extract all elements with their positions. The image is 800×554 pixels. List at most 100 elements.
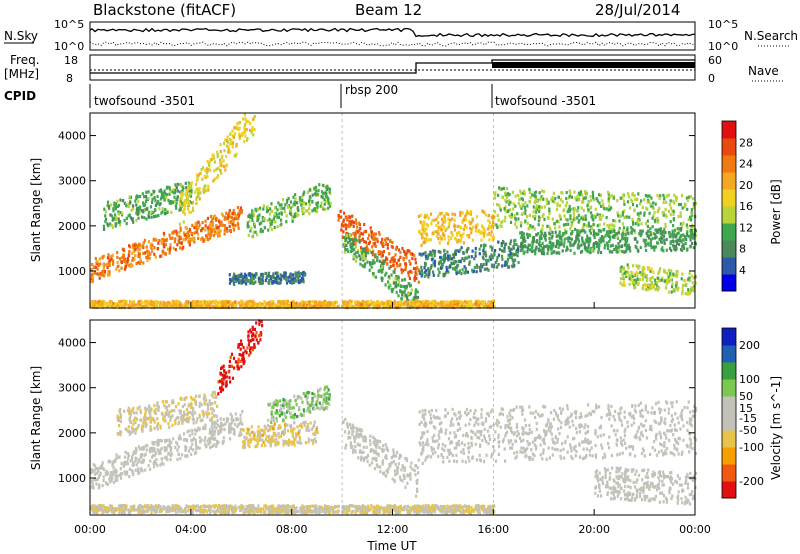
power-echo-cell (208, 236, 212, 240)
power-echo-cell (119, 198, 122, 202)
power-echo-cell (228, 300, 231, 304)
power-echo-cell (496, 213, 499, 218)
power-echo-cell (108, 258, 111, 262)
power-echo-cell (226, 216, 229, 220)
velocity-echo-cell (220, 422, 223, 427)
power-echo-cell (253, 305, 256, 309)
power-echo-cell (124, 265, 127, 269)
power-echo-cell (420, 243, 423, 248)
power-echo-cell (316, 201, 319, 205)
power-echo-cell (504, 191, 507, 195)
power-colorbar-cell (722, 138, 736, 156)
velocity-echo-cell (216, 439, 219, 443)
power-echo-cell (345, 217, 348, 221)
power-echo-cell (128, 263, 131, 267)
power-echo-cell (538, 197, 542, 202)
power-echo-cell (633, 237, 636, 241)
cpid-label: CPID (4, 89, 36, 103)
power-echo-cell (681, 244, 684, 248)
power-echo-cell (402, 249, 406, 254)
power-echo-cell (513, 258, 517, 262)
power-echo-cell (472, 269, 475, 273)
power-echo-cell (429, 212, 433, 216)
power-echo-cell (585, 191, 589, 195)
power-echo-cell (157, 247, 160, 251)
power-echo-cell (454, 251, 457, 255)
power-echo-cell (166, 185, 169, 189)
power-echo-cell (585, 238, 588, 242)
nave-tick-low: 0 (708, 72, 715, 85)
power-echo-cell (219, 158, 222, 162)
power-echo-cell (649, 202, 652, 206)
power-echo-cell (616, 213, 620, 217)
power-echo-cell (185, 232, 188, 236)
power-echo-cell (386, 257, 389, 261)
power-echo-cell (128, 254, 131, 258)
power-echo-cell (462, 232, 465, 236)
velocity-echo-cell (159, 463, 162, 467)
power-echo-cell (613, 247, 616, 251)
power-echo-cell (204, 168, 207, 172)
power-echo-cell (550, 236, 553, 240)
power-echo-cell (191, 238, 194, 242)
power-echo-cell (135, 244, 138, 248)
power-echo-cell (651, 225, 654, 229)
power-echo-cell (101, 302, 104, 306)
power-echo-cell (361, 305, 364, 309)
power-echo-cell (575, 198, 578, 202)
power-echo-cell (129, 265, 132, 269)
power-echo-cell (631, 193, 634, 197)
power-echo-cell (601, 214, 604, 218)
velocity-echo-cell (157, 440, 160, 444)
velocity-echo-cell (94, 464, 97, 468)
power-echo-cell (443, 272, 447, 276)
power-echo-cell (98, 276, 101, 280)
power-echo-cell (648, 211, 651, 215)
power-colorbar-tick: 20 (739, 179, 753, 192)
power-echo-cell (609, 223, 612, 227)
velocity-echo-cell (237, 423, 240, 427)
power-echo-cell (271, 209, 274, 213)
power-echo-cell (201, 166, 205, 170)
power-echo-cell (625, 239, 629, 243)
power-echo-cell (197, 173, 200, 177)
power-echo-cell (505, 195, 509, 199)
power-echo-cell (642, 268, 645, 272)
power-echo-cell (433, 299, 436, 303)
power-echo-cell (621, 222, 625, 226)
power-echo-cell (588, 229, 591, 233)
power-echo-cell (586, 203, 589, 207)
power-echo-cell (459, 234, 462, 238)
power-echo-cell (390, 287, 393, 291)
power-echo-cell (677, 231, 680, 235)
power-echo-cell (540, 189, 543, 193)
power-echo-cell (318, 183, 321, 187)
power-echo-cell (239, 301, 242, 305)
power-echo-cell (277, 201, 280, 205)
power-echo-cell (447, 254, 450, 258)
power-echo-cell (682, 221, 685, 225)
power-echo-cell (419, 220, 422, 224)
power-echo-cell (522, 244, 526, 249)
power-echo-cell (658, 269, 661, 273)
power-echo-cell (244, 123, 247, 127)
velocity-echo-cell (215, 421, 218, 425)
power-echo-cell (388, 266, 391, 270)
power-echo-cell (110, 255, 113, 259)
power-echo-cell (235, 142, 238, 147)
velocity-echo-cell (115, 469, 118, 473)
power-echo-cell (147, 240, 150, 244)
power-echo-cell (486, 233, 489, 237)
power-echo-cell (676, 227, 679, 231)
power-echo-cell (329, 201, 332, 205)
power-echo-cell (108, 263, 111, 267)
power-echo-cell (694, 201, 698, 206)
power-echo-cell (665, 194, 669, 198)
power-echo-cell (343, 250, 346, 254)
power-echo-cell (563, 232, 566, 236)
power-echo-cell (443, 301, 446, 305)
power-echo-cell (628, 274, 631, 278)
power-echo-cell (252, 276, 255, 280)
power-echo-cell (178, 231, 181, 235)
power-echo-cell (191, 206, 194, 210)
